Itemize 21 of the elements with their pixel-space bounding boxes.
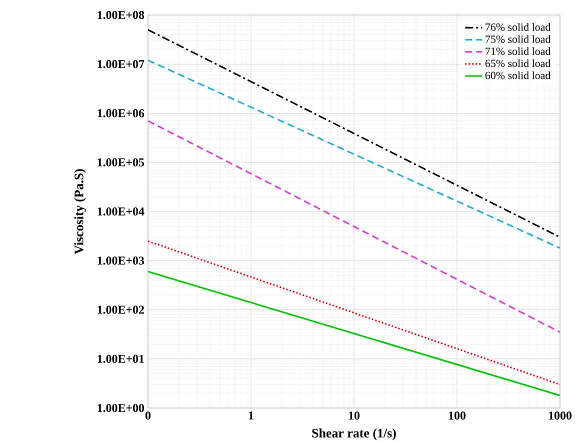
x-axis-title: Shear rate (1/s) [312,428,396,440]
y-tick-label: 1.00E+07 [98,60,144,68]
x-tick-label: 100 [448,412,466,420]
legend-label: 65% solid load [485,59,551,68]
y-axis-title: Viscosity (Pa.S) [74,169,86,254]
y-tick-label: 1.00E+06 [98,109,144,118]
y-tick-label: 1.00E+04 [98,207,144,216]
x-tick-label: 1 [248,412,254,420]
y-tick-label: 1.00E+03 [98,256,144,265]
x-tick-label: 0 [145,412,151,420]
legend-label: 71% solid load [486,47,551,56]
y-tick-label: 1.00E+08 [98,10,144,20]
x-tick-label: 10 [348,412,360,420]
y-tick-label: 1.00E+02 [98,306,144,314]
legend-label: 60% solid load [485,71,551,80]
legend-label: 75% solid load [486,35,551,43]
y-tick-label: 1.00E+00 [98,404,144,412]
y-tick-label: 1.00E+01 [98,354,144,363]
y-tick-label: 1.00E+05 [98,158,144,166]
legend-label: 76% solid load [486,23,551,31]
x-tick-label: 1000 [549,412,572,420]
